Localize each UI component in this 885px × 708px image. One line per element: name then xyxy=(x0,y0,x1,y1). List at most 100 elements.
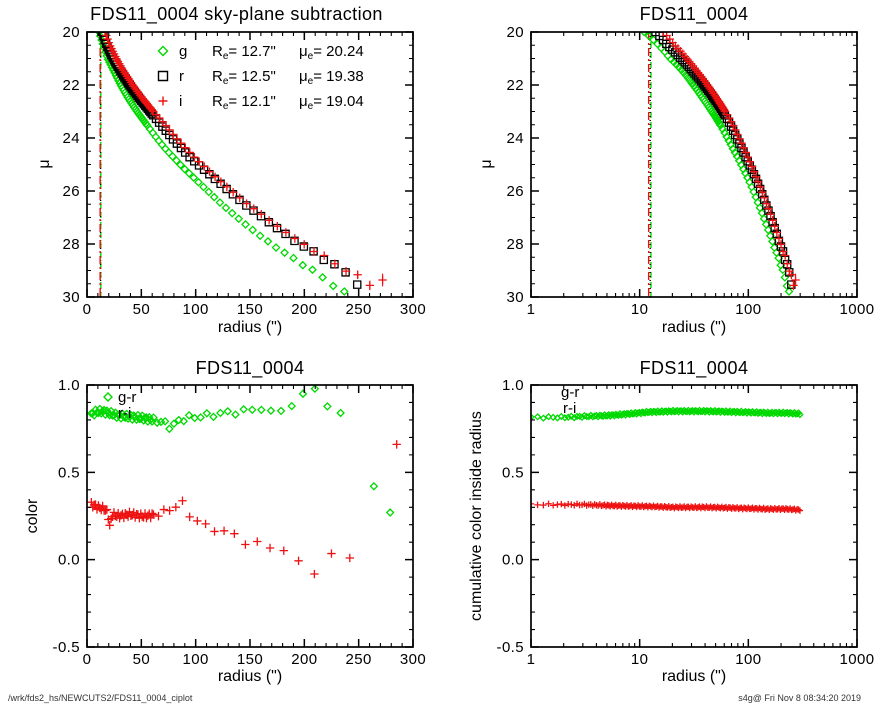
legend-mue-value: μe= 20.24 xyxy=(299,43,364,62)
minor-ticks xyxy=(87,32,413,297)
panel-top-right: 1 10 100 1000 20 22 24 26 28 30 FDS11_0004 radius… xyxy=(443,0,885,355)
y-tick-label: 30 xyxy=(63,289,81,306)
y-tick-label: 22 xyxy=(507,77,525,94)
legend-g-r-marker-icon xyxy=(103,392,113,402)
legend-band-label: i xyxy=(179,93,182,110)
bottom-right-title: FDS11_0004 xyxy=(639,358,749,378)
footer-timestamp: s4g@ Fri Nov 8 08:34:20 2019 xyxy=(738,693,861,703)
x-tick-label: 1 xyxy=(527,651,536,668)
legend-series-label: g-r xyxy=(561,384,579,401)
legend-re-value: Re= 12.7" xyxy=(212,43,276,62)
x-tick-label: 10 xyxy=(631,301,649,318)
x-tick-label: 100 xyxy=(183,651,209,668)
bottom-left-title: FDS11_0004 xyxy=(195,358,305,378)
legend: g-rr-i xyxy=(561,384,579,417)
y-tick-label: 1.0 xyxy=(58,377,80,394)
y-tick-label: 0.0 xyxy=(502,552,524,569)
plot-area xyxy=(639,32,800,297)
x-tick-label: 300 xyxy=(400,301,426,318)
y-tick-label: 20 xyxy=(507,24,525,41)
legend-re-value: Re= 12.5" xyxy=(212,68,276,87)
top-left-plot-canvas: 0 50 100 150 200 250 300 20 22 24 26 28 30 g Re= 12.7"… xyxy=(63,24,426,318)
y-tick-label: -0.5 xyxy=(53,639,80,656)
series-r-i-markers xyxy=(531,500,804,514)
x-tick-label: 50 xyxy=(133,301,151,318)
legend-series-label: g-r xyxy=(118,389,136,406)
y-tick-label: -0.5 xyxy=(497,639,524,656)
bottom-left-xlabel: radius (") xyxy=(217,668,283,685)
top-right-title: FDS11_0004 xyxy=(639,4,749,24)
legend-g-marker-icon xyxy=(157,45,169,57)
series-i-markers xyxy=(100,32,387,290)
y-tick-label: 26 xyxy=(507,183,525,200)
panel-bottom-left: 0 50 100 150 200 250 300 -0.5 0.0 0.5 1.0 g-r r-i FD… xyxy=(0,355,443,708)
y-tick-label: 26 xyxy=(63,183,81,200)
x-tick-label: 1 xyxy=(527,301,536,318)
legend-mue-value: μe= 19.04 xyxy=(299,93,364,112)
axes-frame xyxy=(530,384,858,648)
x-tick-label: 150 xyxy=(237,651,263,668)
series-g-r-markers xyxy=(87,385,395,517)
x-tick-label: 150 xyxy=(237,301,263,318)
legend-band-label: g xyxy=(179,43,187,60)
series-g-r-markers xyxy=(531,406,804,422)
x-tick-label: 100 xyxy=(735,651,761,668)
minor-ticks xyxy=(531,32,857,297)
y-tick-label: 30 xyxy=(507,289,525,306)
legend: g Re= 12.7" μe= 20.24 r Re= 12.5" μe= 19.38 i R… xyxy=(157,43,364,112)
plot-area xyxy=(531,406,804,514)
legend-re-value: Re= 12.1" xyxy=(212,93,276,112)
series-g-markers xyxy=(639,32,794,296)
major-ticks xyxy=(86,31,414,298)
x-tick-label: 50 xyxy=(133,651,151,668)
top-left-xlabel: radius (") xyxy=(217,319,283,336)
bottom-right-xlabel: radius (") xyxy=(661,668,727,685)
legend: g-rr-i xyxy=(103,389,136,422)
plot-area xyxy=(87,385,401,579)
x-tick-label: 300 xyxy=(400,651,426,668)
footer-filepath: /wrk/fds2_hs/NEWCUTS2/FDS11_0004_ciplot xyxy=(8,693,193,703)
top-right-ylabel: μ xyxy=(478,159,495,169)
y-tick-label: 20 xyxy=(63,24,81,41)
series-i-errorbars xyxy=(334,263,384,291)
major-ticks xyxy=(530,31,858,298)
top-left-title: FDS11_0004 sky-plane subtraction xyxy=(90,4,383,24)
series-r-i-markers xyxy=(87,440,401,579)
y-tick-label: 28 xyxy=(507,236,525,253)
major-ticks xyxy=(530,384,858,648)
y-tick-label: 28 xyxy=(63,236,81,253)
y-tick-label: 22 xyxy=(63,77,81,94)
bottom-right-plot-canvas: 1 10 100 1000 -0.5 0.0 0.5 1.0 g-rr-i xyxy=(497,377,875,668)
legend-series-label: r-i xyxy=(118,405,131,422)
y-tick-label: 24 xyxy=(63,130,81,147)
top-left-ylabel: μ xyxy=(36,159,53,169)
bottom-left-plot-canvas: 0 50 100 150 200 250 300 -0.5 0.0 0.5 1.0 g-rr-i xyxy=(53,377,426,668)
legend-mue-value: μe= 19.38 xyxy=(299,68,364,87)
legend-series-label: r-i xyxy=(563,400,576,417)
x-tick-label: 200 xyxy=(291,651,317,668)
x-tick-label: 10 xyxy=(631,651,649,668)
x-tick-label: 1000 xyxy=(840,301,875,318)
y-tick-label: 0.5 xyxy=(58,464,80,481)
minor-ticks xyxy=(87,385,413,647)
x-tick-label: 250 xyxy=(346,651,372,668)
major-ticks xyxy=(86,384,414,648)
plot-area xyxy=(94,32,387,297)
top-right-plot-canvas: 1 10 100 1000 20 22 24 26 28 30 xyxy=(507,24,875,318)
x-tick-label: 0 xyxy=(83,651,92,668)
panel-top-left: 0 50 100 150 200 250 300 20 22 24 26 28 30 g Re= 12.7"… xyxy=(0,0,443,355)
x-tick-label: 0 xyxy=(83,301,92,318)
axes-frame xyxy=(86,384,414,648)
top-right-xlabel: radius (") xyxy=(661,319,727,336)
y-tick-label: 1.0 xyxy=(502,377,524,394)
x-tick-label: 200 xyxy=(291,301,317,318)
y-tick-label: 24 xyxy=(507,130,525,147)
legend-i-marker-icon xyxy=(158,96,168,106)
legend-band-label: r xyxy=(179,68,184,85)
x-tick-label: 1000 xyxy=(840,651,875,668)
x-tick-label: 100 xyxy=(735,301,761,318)
bottom-right-ylabel: cumulative color inside radius xyxy=(468,411,485,621)
x-tick-label: 250 xyxy=(346,301,372,318)
bottom-left-ylabel: color xyxy=(24,498,41,534)
